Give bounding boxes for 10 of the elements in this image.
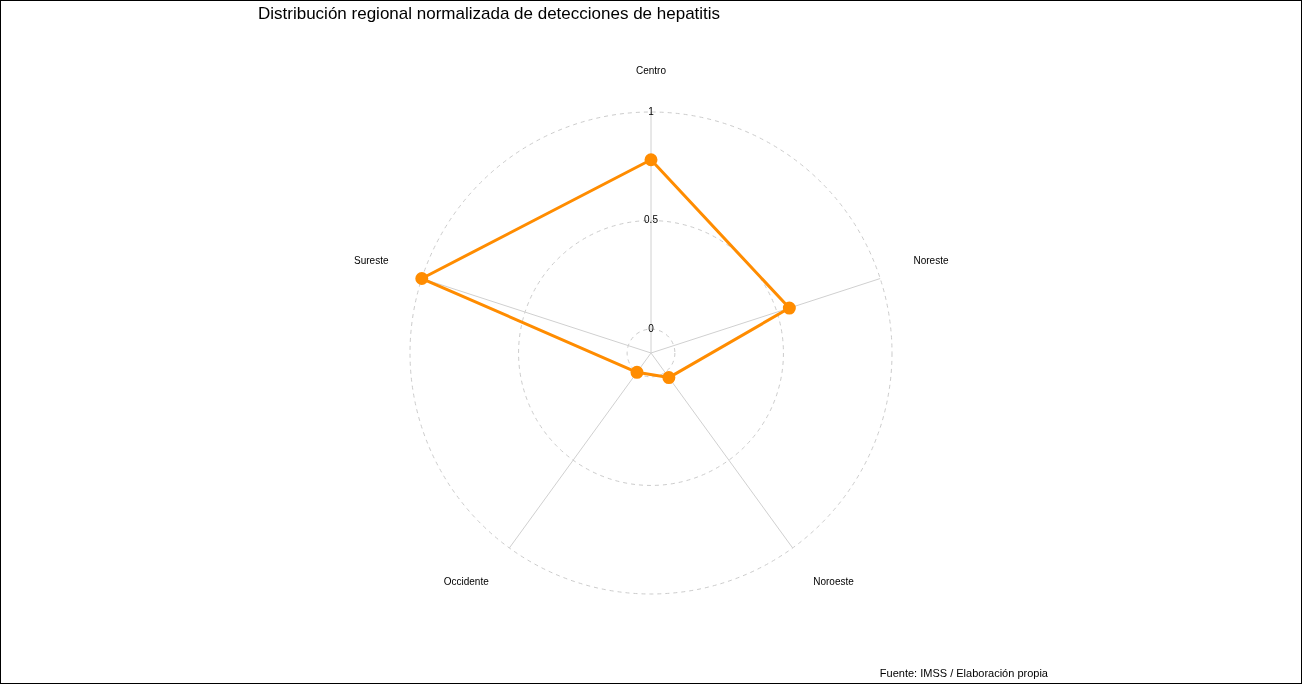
spoke-label: Noreste	[913, 255, 949, 267]
y-tick-label: 0	[648, 322, 655, 334]
spoke-label: Occidente	[443, 576, 490, 588]
spoke-label: Sureste	[354, 255, 389, 267]
chart-title: Distribución regional normalizada de detecciones de hepatitis	[258, 4, 721, 24]
y-tick-label: 1	[648, 105, 655, 117]
y-tick-label: 0.5	[644, 214, 659, 226]
source-note: Fuente: IMSS / Elaboración propia	[879, 667, 1048, 679]
spoke-label: Noroeste	[813, 576, 855, 588]
spoke-label: Centro	[635, 64, 667, 76]
